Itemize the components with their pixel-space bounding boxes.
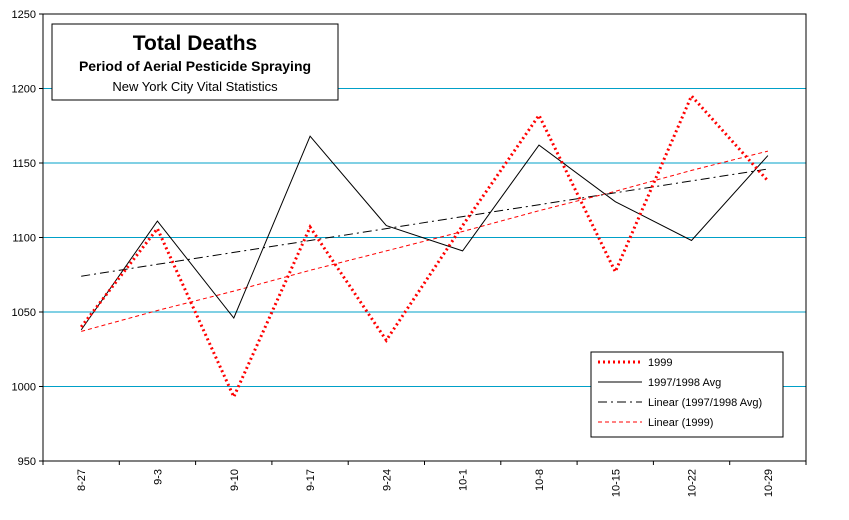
x-tick-label: 10-29 xyxy=(763,469,775,497)
legend-label: Linear (1997/1998 Avg) xyxy=(648,397,762,409)
title-box-frame xyxy=(51,23,339,101)
x-tick-label: 9-10 xyxy=(229,469,241,491)
x-tick-label: 10-15 xyxy=(610,469,622,497)
y-tick-label: 1100 xyxy=(12,233,36,245)
y-tick-label: 1050 xyxy=(12,307,36,319)
x-tick-label: 9-17 xyxy=(305,469,317,491)
x-tick-label: 8-27 xyxy=(76,469,88,491)
x-tick-label: 9-24 xyxy=(381,469,393,491)
x-tick-label: 10-1 xyxy=(458,469,470,491)
series-line-1 xyxy=(80,135,769,331)
y-tick-label: 1200 xyxy=(12,84,36,96)
series-line-0 xyxy=(80,93,770,401)
series-line-2 xyxy=(81,168,768,277)
axis-layer: 950 1000 1050 1100 1150 1200 1250 8-27 9-3 9-10 9-… xyxy=(12,9,807,497)
x-tick-label: 9-3 xyxy=(152,469,164,485)
legend-label: 1997/1998 Avg xyxy=(648,377,721,389)
chart-subtitle-secondary: New York City Vital Statistics xyxy=(112,79,278,94)
series-layer xyxy=(80,93,770,401)
legend-label: 1999 xyxy=(648,357,672,369)
chart-title: Total Deaths xyxy=(133,32,257,55)
legend: 1999 1997/1998 Avg Linear (1997/1998 Avg) L… xyxy=(590,351,784,438)
legend-label: Linear (1999) xyxy=(648,417,713,429)
y-tick-label: 950 xyxy=(18,456,36,468)
chart-subtitle: Period of Aerial Pesticide Spraying xyxy=(79,58,311,74)
x-tick-label: 10-8 xyxy=(534,469,546,491)
legend-frame xyxy=(590,351,784,438)
y-tick-label: 1000 xyxy=(12,382,36,394)
y-tick-label: 1150 xyxy=(12,158,36,170)
y-tick-label: 1250 xyxy=(12,9,36,21)
title-box: Total Deaths Period of Aerial Pesticide … xyxy=(51,23,339,101)
x-tick-label: 10-22 xyxy=(687,469,699,497)
